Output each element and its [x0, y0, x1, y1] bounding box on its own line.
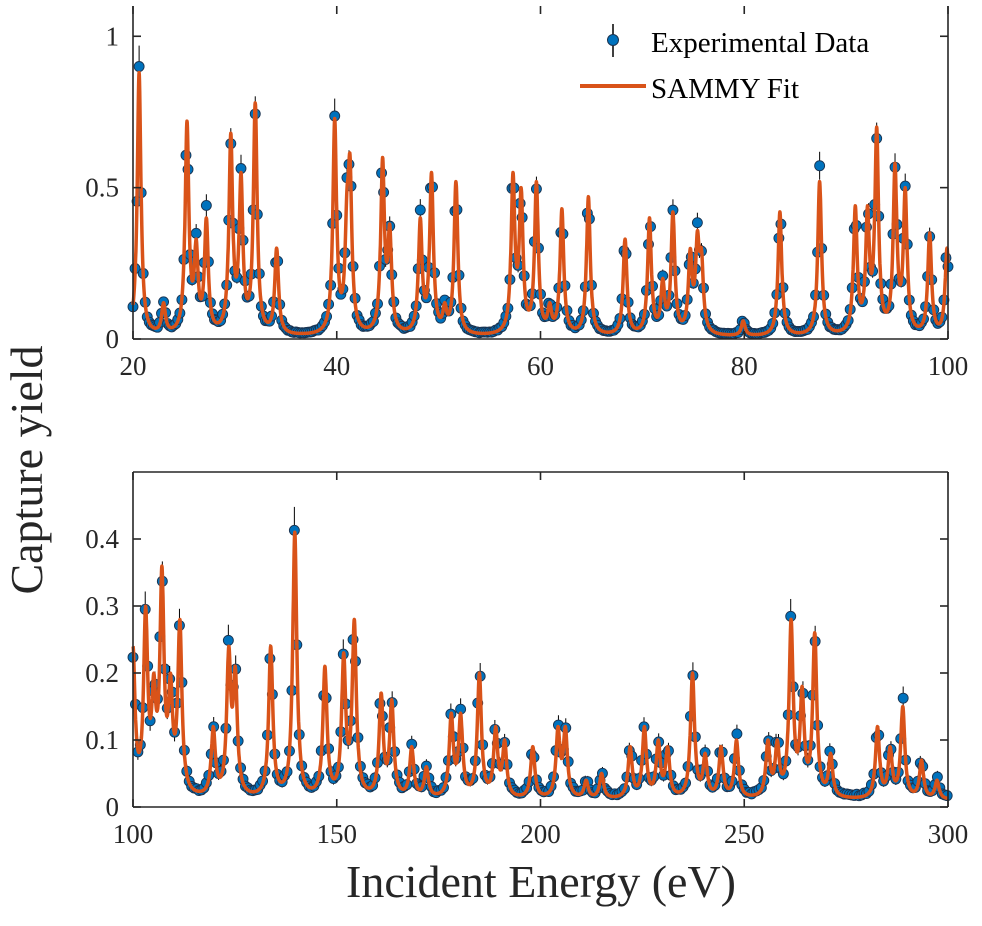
x-tick-label: 60 [527, 351, 554, 381]
legend-label-fit: SAMMY Fit [651, 73, 799, 105]
y-tick-label: 0.5 [85, 173, 119, 203]
x-axis-label: Incident Energy (eV) [346, 856, 736, 907]
data-point [133, 61, 145, 72]
bottom-panel: 100 150 200 250 300 0 0.1 0.2 0.3 0.4 [85, 471, 969, 849]
top-panel: 20 40 60 80 100 0 0.5 1 [85, 6, 968, 381]
sammy-fit-line [131, 70, 950, 337]
x-tick-label: 80 [731, 351, 758, 381]
data-point [731, 728, 743, 740]
x-tick-label: 20 [120, 351, 147, 381]
x-tick-label: 40 [323, 351, 350, 381]
x-tick-label: 150 [317, 819, 358, 849]
data-point [190, 227, 202, 239]
data-point [414, 204, 426, 216]
y-tick-label: 0.2 [85, 658, 119, 688]
x-tick-label: 250 [724, 819, 765, 849]
y-axis-label: Capture yield [1, 345, 52, 594]
y-tick-label: 1 [106, 21, 120, 51]
x-tick-label: 200 [520, 819, 561, 849]
data-point [691, 217, 703, 229]
data-point [200, 199, 212, 211]
x-tick-label: 100 [113, 819, 154, 849]
legend: Experimental Data SAMMY Fit [580, 24, 869, 105]
data-point [222, 634, 234, 646]
y-tick-label: 0 [106, 792, 120, 822]
y-tick-label: 0.1 [85, 725, 119, 755]
data-point [814, 160, 826, 172]
data-point [897, 692, 909, 704]
x-tick-label: 300 [928, 819, 969, 849]
axes: 100 150 200 250 300 0 0.1 0.2 0.3 0.4 [85, 471, 969, 849]
x-tick-label: 100 [928, 351, 969, 381]
y-tick-label: 0.4 [85, 524, 119, 554]
sammy-fit-line [131, 530, 950, 801]
y-tick-label: 0 [106, 324, 120, 354]
legend-marker-icon [607, 34, 619, 46]
y-tick-label: 0.3 [85, 591, 119, 621]
legend-label-experimental: Experimental Data [651, 27, 869, 59]
axes: 20 40 60 80 100 0 0.5 1 [85, 6, 968, 381]
